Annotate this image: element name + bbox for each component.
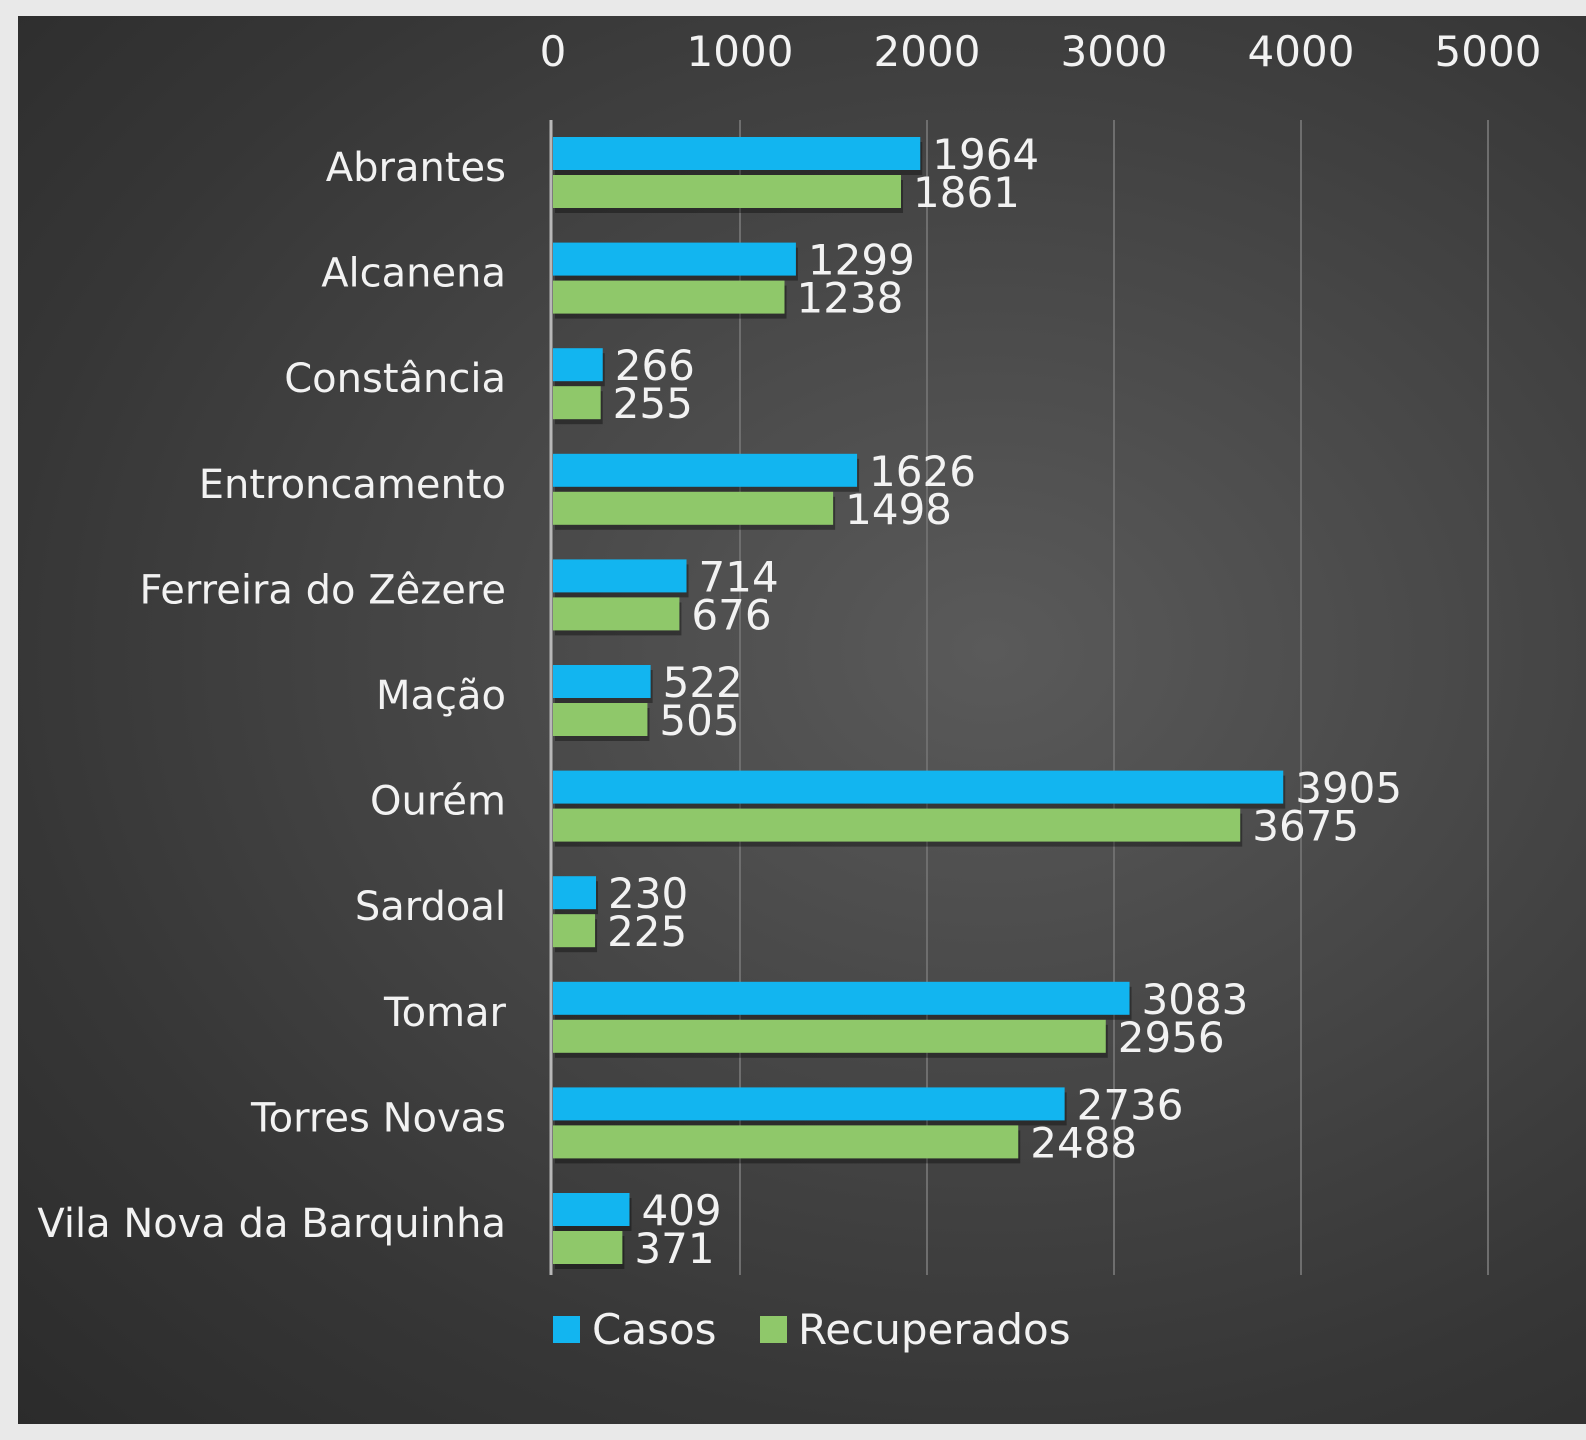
bar-recuperados xyxy=(553,386,601,420)
data-label-casos: 1299 xyxy=(808,236,915,285)
data-label-casos: 266 xyxy=(615,341,695,390)
category-label: Vila Nova da Barquinha xyxy=(37,1201,506,1247)
x-tick-label: 0 xyxy=(540,27,567,76)
bar-casos xyxy=(553,981,1130,1015)
bar-recuperados xyxy=(553,703,648,736)
category-label: Abrantes xyxy=(326,145,506,191)
bar-recuperados xyxy=(553,1231,623,1264)
data-label-recuperados: 225 xyxy=(607,907,687,956)
data-label-recuperados: 2488 xyxy=(1030,1118,1137,1167)
category-labels: Abrantes Alcanena Constância Entroncamento F… xyxy=(37,145,506,1247)
category-label: Ferreira do Zêzere xyxy=(139,567,506,613)
data-label-recuperados: 505 xyxy=(659,696,739,745)
chart-background xyxy=(18,16,1586,1424)
bar-casos xyxy=(553,876,597,910)
category-label: Torres Novas xyxy=(250,1095,506,1141)
data-label-casos: 230 xyxy=(608,869,688,918)
category-label: Ourém xyxy=(370,779,506,825)
bar-casos xyxy=(553,559,687,593)
bar-casos xyxy=(553,137,921,170)
data-label-casos: 3083 xyxy=(1142,975,1249,1024)
category-label: Entroncamento xyxy=(199,462,506,508)
data-label-casos: 3905 xyxy=(1295,764,1402,813)
category-label: Alcanena xyxy=(321,251,506,297)
x-tick-label: 1000 xyxy=(687,27,794,76)
category-label: Tomar xyxy=(383,990,507,1036)
data-label-recuperados: 676 xyxy=(691,590,771,639)
x-tick-label: 4000 xyxy=(1248,27,1355,76)
data-label-casos: 1626 xyxy=(869,447,976,496)
category-label: Sardoal xyxy=(355,884,506,930)
bar-recuperados xyxy=(553,280,785,314)
bar-casos xyxy=(553,1087,1065,1121)
bar-casos xyxy=(553,453,858,487)
legend: Casos Recuperados xyxy=(553,1305,1071,1354)
x-tick-label: 2000 xyxy=(874,27,981,76)
legend-label-recuperados: Recuperados xyxy=(798,1305,1071,1354)
data-label-casos: 522 xyxy=(663,658,743,707)
data-label-recuperados: 1861 xyxy=(913,168,1020,217)
bar-recuperados xyxy=(553,175,902,208)
data-label-casos: 1964 xyxy=(932,130,1039,179)
bar-recuperados xyxy=(553,1019,1106,1053)
legend-swatch-recuperados xyxy=(760,1316,787,1343)
data-label-casos: 2736 xyxy=(1077,1080,1184,1129)
data-label-recuperados: 1238 xyxy=(797,274,904,323)
data-label-recuperados: 371 xyxy=(634,1224,714,1273)
bar-casos xyxy=(553,770,1284,804)
bar-recuperados xyxy=(553,491,834,525)
data-label-casos: 714 xyxy=(699,552,779,601)
data-label-recuperados: 3675 xyxy=(1252,802,1359,851)
bar-recuperados xyxy=(553,1125,1019,1159)
bar-recuperados xyxy=(553,808,1241,842)
x-axis-ticks: 0 1000 2000 3000 4000 5000 xyxy=(540,27,1542,76)
legend-label-casos: Casos xyxy=(592,1305,717,1354)
data-label-recuperados: 255 xyxy=(613,379,693,428)
bar-casos xyxy=(553,665,651,698)
category-label: Constância xyxy=(284,356,506,402)
bar-casos xyxy=(553,1193,630,1226)
x-tick-label: 3000 xyxy=(1061,27,1168,76)
bar-recuperados xyxy=(553,597,680,631)
bar-casos xyxy=(553,348,603,382)
data-label-casos: 409 xyxy=(641,1186,721,1235)
category-label: Mação xyxy=(376,673,506,719)
x-tick-label: 5000 xyxy=(1435,27,1542,76)
legend-swatch-casos xyxy=(553,1316,580,1343)
data-label-recuperados: 1498 xyxy=(845,485,952,534)
bar-recuperados xyxy=(553,914,596,948)
bar-casos xyxy=(553,242,796,276)
data-label-recuperados: 2956 xyxy=(1118,1013,1225,1062)
